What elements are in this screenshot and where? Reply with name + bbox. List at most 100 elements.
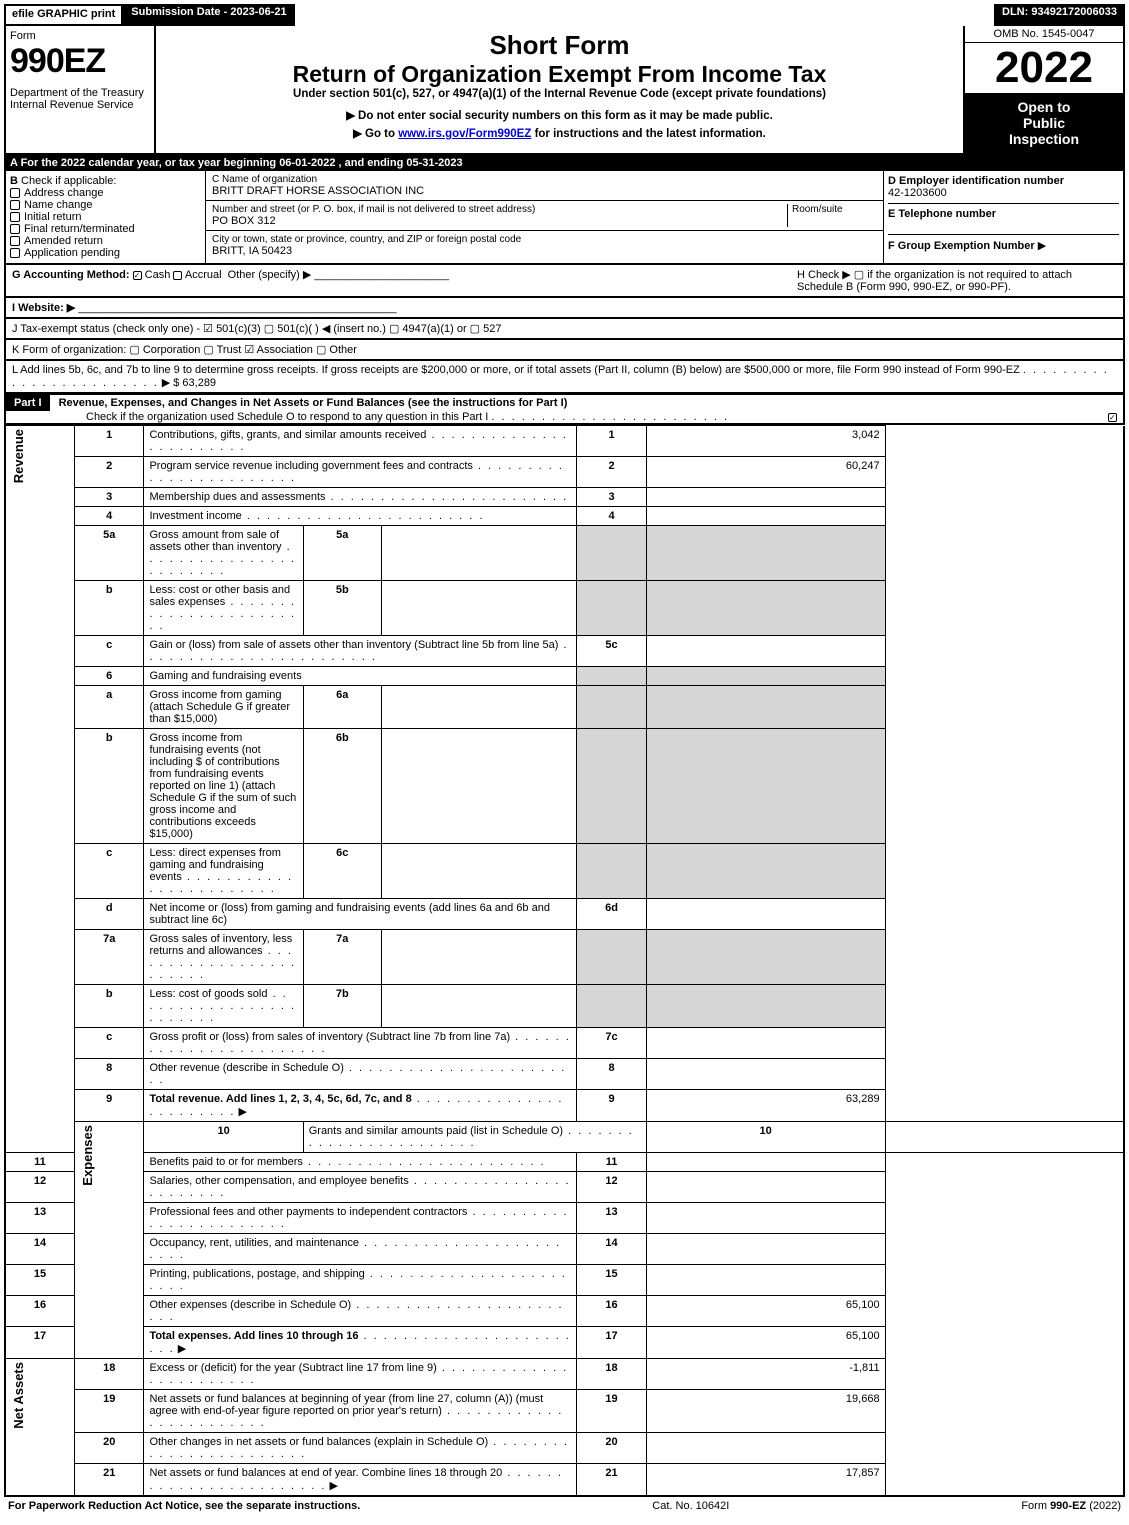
l3-t: Membership dues and assessments (149, 491, 568, 503)
l14-t: Occupancy, rent, utilities, and maintena… (149, 1237, 561, 1261)
part1-checkbox[interactable] (1108, 413, 1117, 422)
l6a-t: Gross income from gaming (attach Schedul… (144, 686, 303, 729)
l14-r: 14 (577, 1234, 646, 1265)
org-name: BRITT DRAFT HORSE ASSOCIATION INC (212, 185, 877, 197)
b-addr: Address change (24, 187, 104, 199)
b-amend: Amended return (24, 235, 103, 247)
ck-amended[interactable] (10, 236, 20, 246)
l5b-ag (646, 581, 885, 636)
room-suite-lbl: Room/suite (787, 204, 877, 227)
ck-accrual[interactable] (173, 271, 182, 280)
l7b-sa (381, 985, 576, 1028)
l9-a: 63,289 (646, 1090, 885, 1122)
l6a-s: 6a (303, 686, 381, 729)
l2-r: 2 (577, 457, 646, 488)
subdate-lbl: Submission Date - (131, 6, 230, 18)
l5b-s: 5b (303, 581, 381, 636)
subdate-val: 2023-06-21 (230, 6, 286, 18)
l19-t: Net assets or fund balances at beginning… (149, 1393, 563, 1429)
c-street-row: Number and street (or P. O. box, if mail… (206, 201, 883, 231)
l16-n: 16 (5, 1296, 74, 1327)
form-header: Form 990EZ Department of the Treasury In… (4, 26, 1125, 155)
l5c-r: 5c (577, 636, 646, 667)
l15-t: Printing, publications, postage, and shi… (149, 1268, 567, 1292)
note-goto: Go to www.irs.gov/Form990EZ for instruct… (160, 126, 959, 140)
side-revenue-lbl: Revenue (11, 429, 26, 483)
part1-title: Revenue, Expenses, and Changes in Net As… (53, 395, 574, 411)
l18-n: 18 (74, 1359, 143, 1390)
ck-cash[interactable] (133, 271, 142, 280)
l21-a: 17,857 (646, 1464, 885, 1497)
l6d-a (646, 899, 885, 930)
l6c-s: 6c (303, 844, 381, 899)
c-name-lbl: C Name of organization (212, 174, 877, 185)
c-city-row: City or town, state or province, country… (206, 231, 883, 260)
l7b-t: Less: cost of goods sold (149, 988, 296, 1024)
l5a-sa (381, 526, 576, 581)
l6c-ag (646, 844, 885, 899)
ck-name-change[interactable] (10, 200, 20, 210)
l6a-rg (577, 686, 646, 729)
form-number: 990EZ (10, 42, 150, 81)
efile-print-label[interactable]: efile GRAPHIC print (4, 4, 123, 26)
omb-number: OMB No. 1545-0047 (965, 26, 1123, 43)
h-schedb: H Check ▶ ▢ if the organization is not r… (797, 268, 1117, 293)
l17-t: Total expenses. Add lines 10 through 16 (149, 1330, 358, 1342)
l4-t: Investment income (149, 510, 484, 522)
l7c-a (646, 1028, 885, 1059)
l8-n: 8 (74, 1059, 143, 1090)
page-footer: For Paperwork Reduction Act Notice, see … (4, 1497, 1125, 1515)
l6-rg (577, 667, 646, 686)
goto-post: for instructions and the latest informat… (535, 128, 766, 140)
l14-n: 14 (5, 1234, 74, 1265)
l11-a (646, 1153, 885, 1172)
dln: DLN: 93492172006033 (994, 4, 1125, 26)
open-public-box: Open to Public Inspection (965, 93, 1123, 153)
l19-a: 19,668 (646, 1390, 885, 1433)
l6b-ag (646, 729, 885, 844)
l4-r: 4 (577, 507, 646, 526)
l19-r: 19 (577, 1390, 646, 1433)
l12-t: Salaries, other compensation, and employ… (149, 1175, 570, 1199)
row-gh: G Accounting Method: Cash Accrual Other … (4, 265, 1125, 298)
l20-r: 20 (577, 1433, 646, 1464)
l1-n: 1 (74, 426, 143, 457)
l5b-sa (381, 581, 576, 636)
dln-lbl: DLN: (1002, 6, 1031, 18)
l6d-t: Net income or (loss) from gaming and fun… (144, 899, 577, 930)
l7a-sa (381, 930, 576, 985)
l21-r: 21 (577, 1464, 646, 1497)
l2-a: 60,247 (646, 457, 885, 488)
l10-n: 10 (144, 1122, 303, 1153)
part1-table: Revenue 1 Contributions, gifts, grants, … (4, 425, 1125, 1497)
l20-a (646, 1433, 885, 1464)
l6b-t: Gross income from fundraising events (no… (144, 729, 303, 844)
l12-n: 12 (5, 1172, 74, 1203)
org-street: PO BOX 312 (212, 215, 787, 227)
goto-pre: Go to (353, 128, 398, 140)
ck-final[interactable] (10, 224, 20, 234)
c-street-lbl: Number and street (or P. O. box, if mail… (212, 204, 787, 215)
l7a-rg (577, 930, 646, 985)
efile-topbar: efile GRAPHIC print Submission Date - 20… (4, 4, 1125, 26)
side-net-lbl: Net Assets (11, 1362, 26, 1429)
irs-label: Internal Revenue Service (10, 99, 150, 111)
l9-n: 9 (74, 1090, 143, 1122)
l6c-t: Less: direct expenses from gaming and fu… (149, 847, 293, 895)
org-city: BRITT, IA 50423 (212, 245, 877, 257)
l3-r: 3 (577, 488, 646, 507)
b-app: Application pending (24, 247, 120, 259)
irs-link[interactable]: www.irs.gov/Form990EZ (398, 128, 531, 140)
l11-n: 11 (5, 1153, 74, 1172)
l3-n: 3 (74, 488, 143, 507)
open2: Public (969, 115, 1119, 131)
l13-t: Professional fees and other payments to … (149, 1206, 568, 1230)
l1-a: 3,042 (646, 426, 885, 457)
ck-app-pending[interactable] (10, 248, 20, 258)
ck-initial[interactable] (10, 212, 20, 222)
l20-n: 20 (74, 1433, 143, 1464)
b-checkif: Check if applicable: (21, 175, 116, 187)
l15-n: 15 (5, 1265, 74, 1296)
ck-addr-change[interactable] (10, 188, 20, 198)
l16-t: Other expenses (describe in Schedule O) (149, 1299, 563, 1323)
